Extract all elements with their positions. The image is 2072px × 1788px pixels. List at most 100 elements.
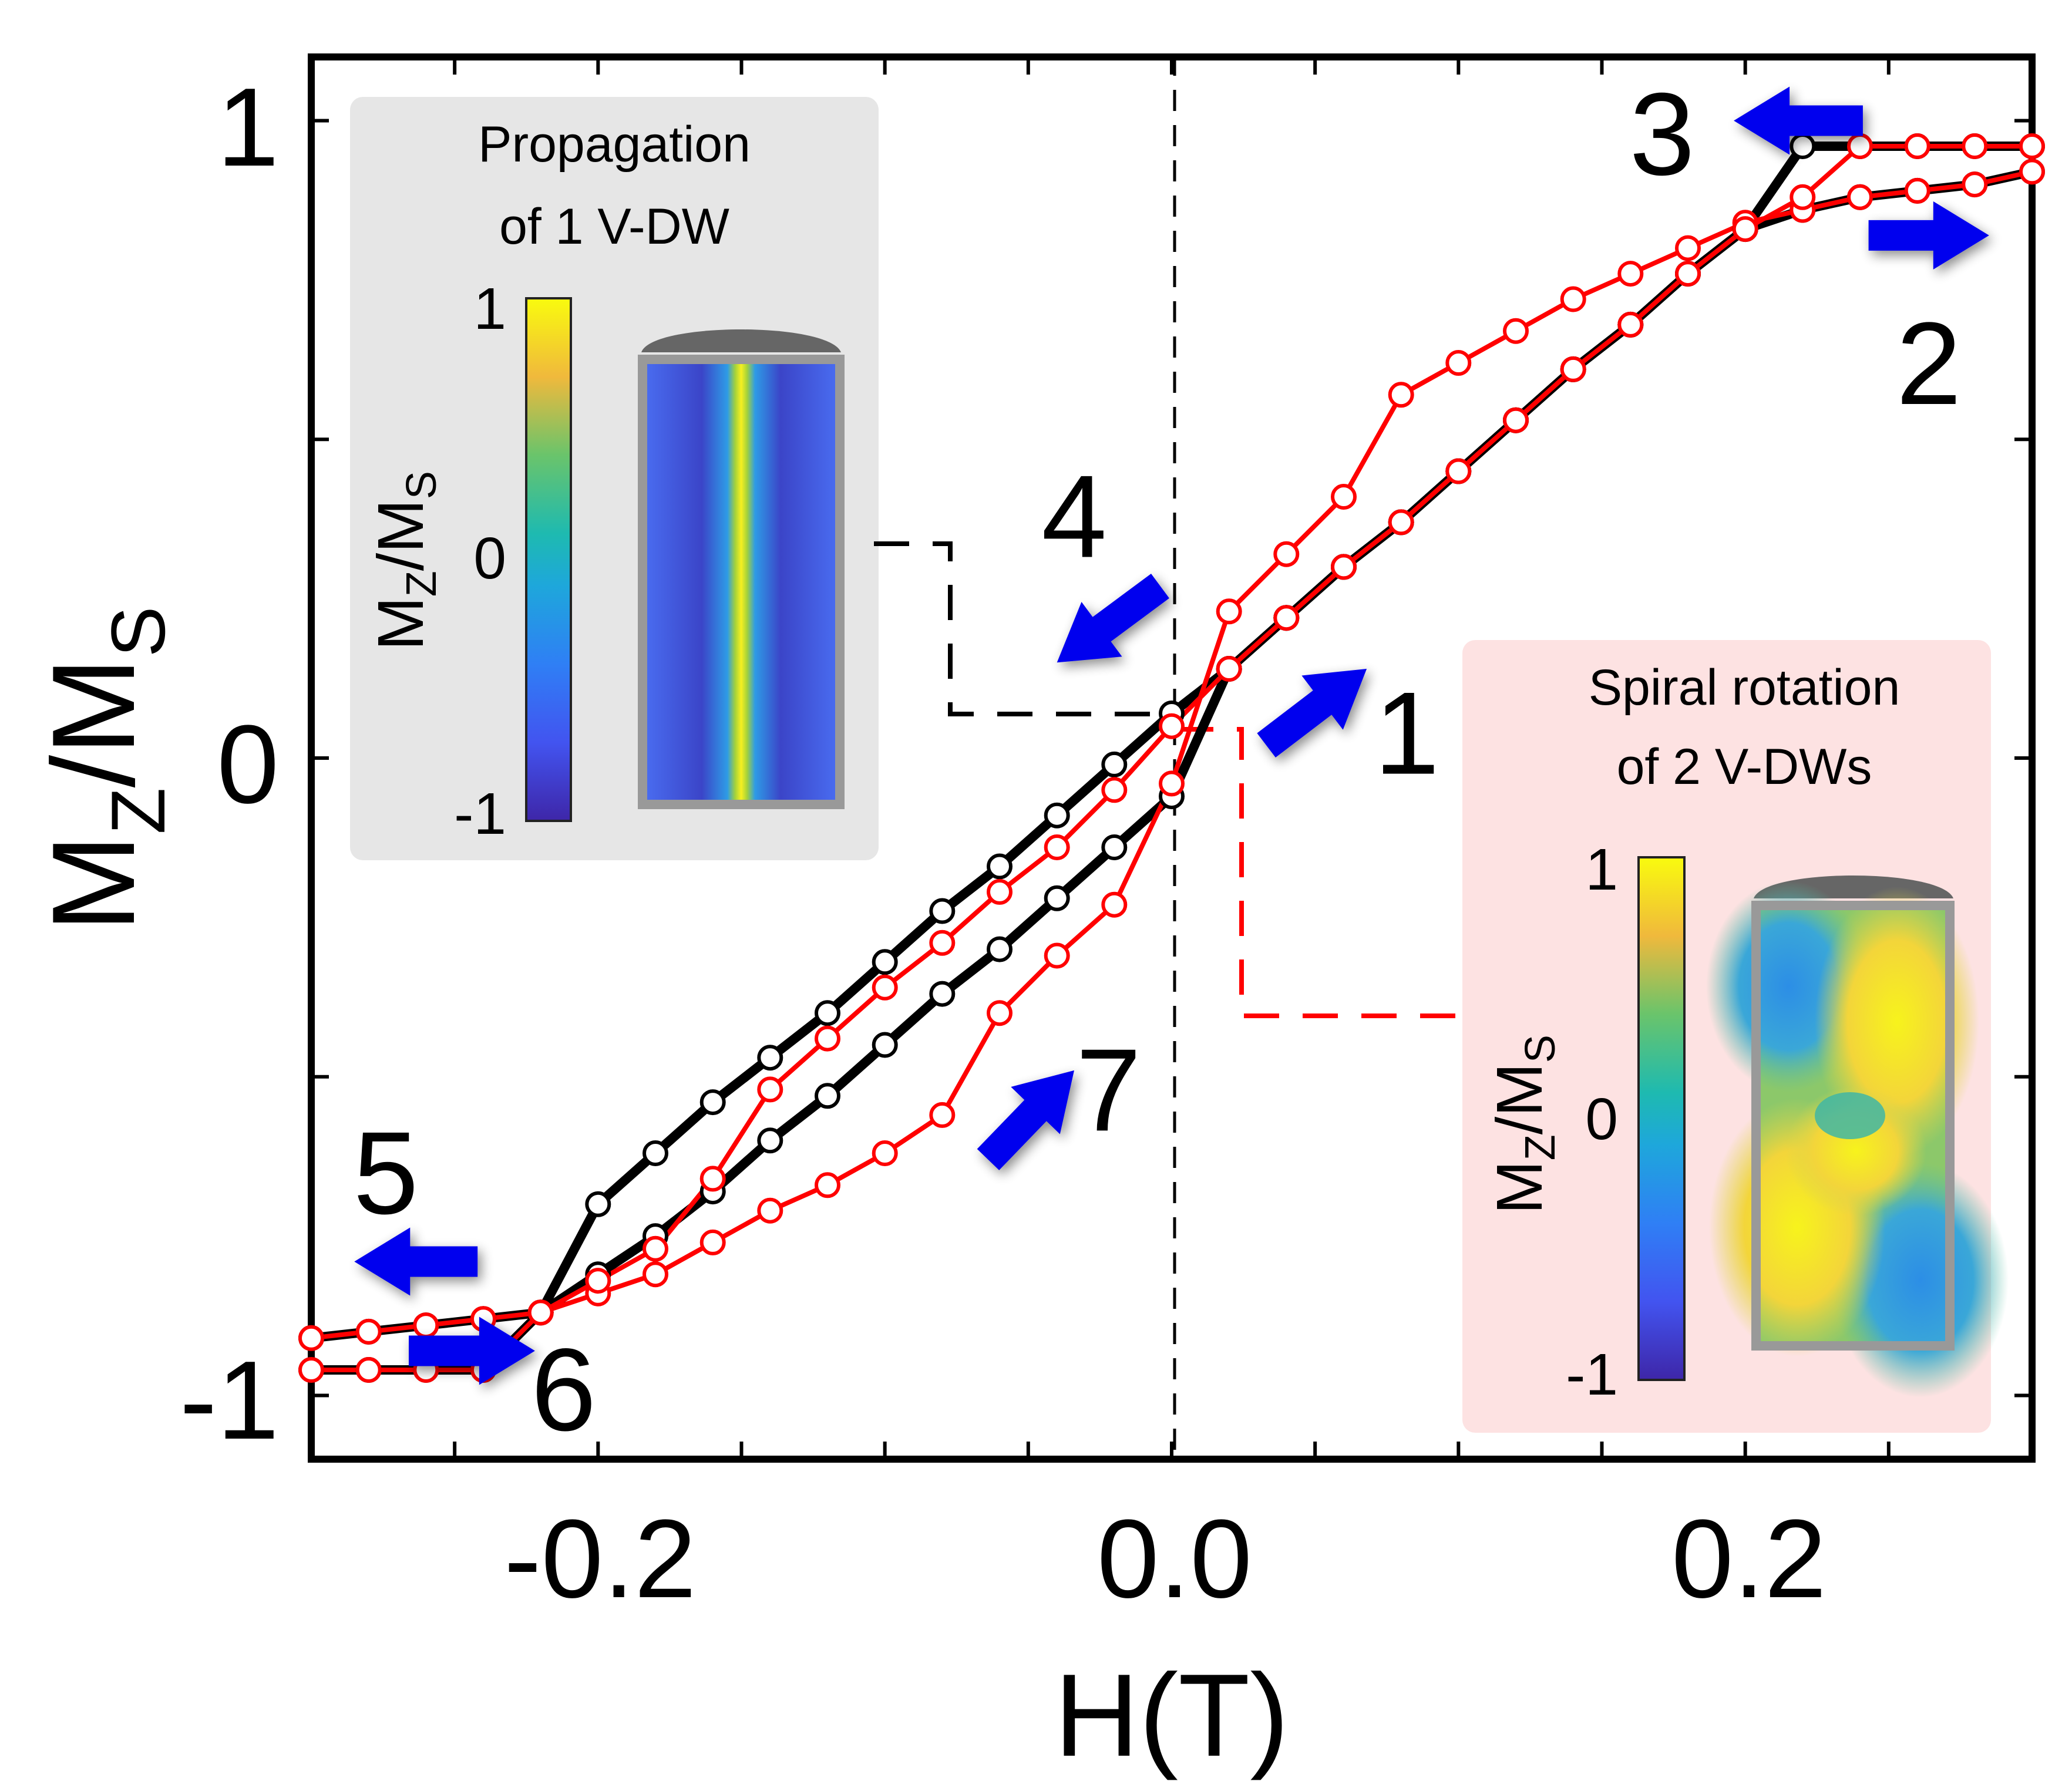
- direction-arrow-icon: [977, 1070, 1074, 1170]
- data-point: [872, 1140, 898, 1166]
- data-point: [987, 1000, 1013, 1026]
- data-point: [1847, 184, 1873, 210]
- propagation-inset-title-line2: of 1 V-DW: [499, 198, 729, 255]
- data-point: [987, 853, 1013, 880]
- direction-arrow-icon: [354, 1227, 478, 1296]
- data-point: [1101, 777, 1128, 803]
- y-tick-label-neg: -1: [180, 1338, 279, 1463]
- data-point: [1044, 802, 1070, 829]
- annotation-layer: 1 2 3 4 56 7: [353, 69, 1961, 1455]
- data-point: [298, 1357, 324, 1383]
- step-label-4: 4: [1041, 452, 1106, 582]
- data-point: [585, 1191, 611, 1217]
- data-point: [643, 1140, 668, 1166]
- data-point: [1962, 133, 1988, 159]
- spiral-colorbar-tick-mid: 0: [1585, 1086, 1618, 1152]
- data-point: [643, 1235, 668, 1262]
- data-point: [699, 1229, 726, 1255]
- data-point: [1044, 885, 1070, 911]
- propagation-colorbar-label: MZ/MS: [365, 471, 445, 651]
- data-point: [1331, 484, 1357, 510]
- spiral-pillar-image: [1706, 881, 2009, 1398]
- data-point: [355, 1318, 382, 1345]
- propagation-pillar-image: [638, 355, 845, 809]
- data-point: [1159, 713, 1185, 739]
- data-point: [1101, 751, 1128, 777]
- propagation-colorbar-tick-max: 1: [473, 276, 506, 342]
- propagation-inset-title-line1: Propagation: [478, 116, 751, 173]
- data-point: [1101, 891, 1128, 918]
- data-point: [757, 1127, 783, 1154]
- x-tick-label-pos: 0.2: [1671, 1497, 1827, 1621]
- plot-border: [308, 53, 2036, 1463]
- data-point: [1388, 509, 1414, 536]
- data-point: [1560, 356, 1586, 382]
- data-point: [929, 981, 956, 1007]
- data-point: [815, 1172, 840, 1198]
- data-point: [527, 1299, 554, 1326]
- spiral-colorbar-tick-min: -1: [1566, 1342, 1618, 1407]
- data-point: [1331, 554, 1357, 580]
- data-point: [1790, 184, 1816, 210]
- data-point: [929, 898, 956, 924]
- plot-frame: [308, 53, 2036, 1463]
- data-point: [1273, 605, 1300, 631]
- step-label-3: 3: [1629, 69, 1694, 200]
- data-point: [2019, 133, 2045, 159]
- data-point: [929, 1102, 956, 1128]
- data-point: [1962, 171, 1988, 198]
- data-point: [872, 949, 898, 975]
- step-label-6: 6: [531, 1325, 596, 1456]
- direction-arrow-icon: [1734, 86, 1863, 155]
- data-point: [355, 1357, 382, 1383]
- arrow-layer: [354, 86, 1989, 1385]
- red-series-markers-2: [298, 159, 2045, 1351]
- data-point: [1503, 318, 1529, 344]
- data-point: [1904, 133, 1930, 159]
- step-label-7: 7: [1076, 1025, 1141, 1156]
- data-point: [1044, 942, 1070, 969]
- data-point: [757, 1197, 783, 1224]
- y-axis-label: MZ/MS: [28, 607, 181, 932]
- propagation-colorbar: [525, 297, 572, 822]
- x-axis-label: H(T): [1054, 1650, 1289, 1781]
- red-series-markers-3: [298, 133, 2045, 1383]
- x-tick-label-zero: 0.0: [1097, 1497, 1252, 1621]
- data-point: [987, 878, 1013, 905]
- spiral-colorbar-tick-max: 1: [1585, 837, 1618, 903]
- series-layer: [298, 133, 2045, 1383]
- data-point: [1617, 261, 1644, 287]
- direction-arrow-icon: [1057, 574, 1169, 663]
- data-point: [1560, 286, 1586, 312]
- data-point: [1675, 261, 1701, 287]
- data-point: [413, 1312, 439, 1339]
- propagation-inset-leader: [874, 541, 1173, 716]
- data-point: [1216, 656, 1242, 682]
- data-point: [643, 1261, 668, 1288]
- direction-arrow-icon: [1868, 201, 1989, 270]
- data-point: [757, 1076, 783, 1103]
- spiral-inset: Spiral rotation of 2 V-DWs 1 0 -1 MZ/MS: [1462, 640, 2009, 1433]
- data-point: [298, 1325, 324, 1351]
- data-point: [1216, 598, 1242, 625]
- data-point: [1273, 541, 1300, 567]
- data-point: [1790, 133, 1816, 159]
- data-point: [1445, 458, 1472, 484]
- spiral-inset-leader: [1178, 727, 1467, 1018]
- y-tick-label-zero: 0: [217, 702, 279, 827]
- data-point: [1617, 311, 1644, 338]
- y-tick-label-pos: 1: [217, 65, 279, 190]
- data-point: [872, 1032, 898, 1058]
- x-tick-label-neg: -0.2: [504, 1497, 696, 1621]
- data-point: [1044, 834, 1070, 860]
- data-point: [2019, 159, 2045, 185]
- direction-arrow-icon: [1257, 669, 1367, 757]
- step-label-5: 5: [353, 1108, 418, 1239]
- data-point: [1445, 350, 1472, 376]
- data-point: [1904, 177, 1930, 204]
- data-point: [1847, 133, 1873, 159]
- spiral-inset-title-line1: Spiral rotation: [1589, 659, 1901, 716]
- data-point: [1388, 382, 1414, 408]
- spiral-colorbar: [1637, 856, 1686, 1381]
